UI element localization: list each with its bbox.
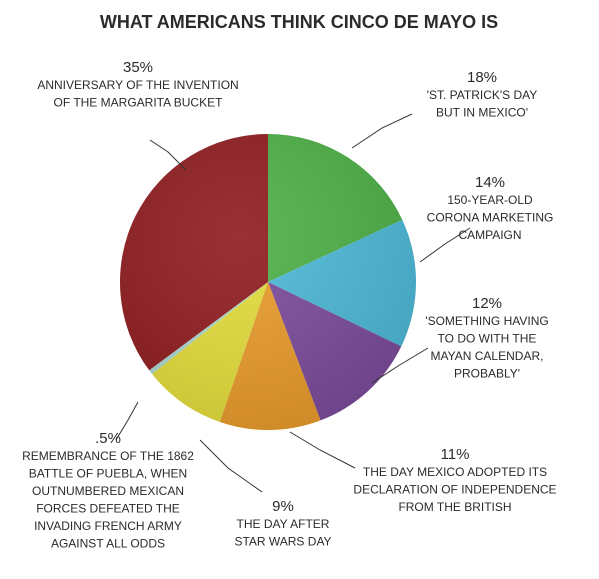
leader-line: [199, 439, 263, 493]
slice-description-line: OF THE MARGARITA BUCKET: [54, 96, 224, 110]
slice-description-line: MAYAN CALENDAR,: [431, 349, 544, 363]
pie-slices: [119, 134, 416, 430]
slice-description-line: PROBABLY': [454, 367, 520, 381]
slice-description-line: FORCES DEFEATED THE: [36, 502, 180, 516]
slice-description-line: REMEMBRANCE OF THE 1862: [22, 449, 194, 463]
slice-description-line: ANNIVERSARY OF THE INVENTION: [37, 78, 238, 92]
leader-line: [149, 139, 187, 171]
slice-percent-label: 18%: [467, 69, 497, 86]
slice-description-line: FROM THE BRITISH: [398, 500, 511, 514]
chart-title: WHAT AMERICANS THINK CINCO DE MAYO IS: [100, 12, 498, 32]
leader-line: [115, 401, 139, 441]
leader-line: [351, 113, 413, 149]
slice-percent-label: 35%: [123, 59, 153, 76]
slice-description-line: STAR WARS DAY: [234, 535, 331, 549]
slice-labels: 18% 'ST. PATRICK'S DAY BUT IN MEXICO' 14% 15…: [22, 59, 556, 551]
slice-description-line: THE DAY AFTER: [237, 517, 330, 531]
slice-description-line: 'ST. PATRICK'S DAY: [427, 88, 538, 102]
slice-description-line: AGAINST ALL ODDS: [51, 537, 165, 551]
slice-percent-label: 11%: [441, 446, 470, 463]
leader-line: [419, 227, 471, 263]
slice-percent-label: 12%: [472, 295, 502, 312]
slice-description-line: CAMPAIGN: [458, 228, 521, 242]
slice-description-label: 'SOMETHING HAVING TO DO WITH THE MAYAN CAL…: [425, 314, 548, 381]
slice-description-label: ANNIVERSARY OF THE INVENTION OF THE MARGA…: [37, 78, 238, 110]
slice-description-label: THE DAY AFTER STAR WARS DAY: [234, 517, 331, 549]
slice-description-label: 150-YEAR-OLD CORONA MARKETING CAMPAIGN: [427, 193, 554, 242]
slice-description-line: 150-YEAR-OLD: [447, 193, 533, 207]
slice-percent-label: 14%: [475, 174, 505, 191]
slice-description-line: INVADING FRENCH ARMY: [34, 519, 182, 533]
slice-description-line: BATTLE OF PUEBLA, WHEN: [29, 467, 187, 481]
leader-line: [289, 431, 356, 469]
slice-description-line: BUT IN MEXICO': [436, 106, 528, 120]
slice-description-label: THE DAY MEXICO ADOPTED ITS DECLARATION OF…: [353, 465, 556, 514]
slice-description-line: 'SOMETHING HAVING: [425, 314, 548, 328]
slice-percent-label: 9%: [272, 498, 294, 515]
slice-description-label: 'ST. PATRICK'S DAY BUT IN MEXICO': [427, 88, 538, 120]
leader-line: [371, 347, 429, 384]
slice-description-line: OUTNUMBERED MEXICAN: [32, 484, 184, 498]
slice-description-line: DECLARATION OF INDEPENDENCE: [353, 483, 556, 497]
slice-description-line: TO DO WITH THE: [438, 332, 537, 346]
pie-shading: [120, 134, 416, 430]
slice-percent-label: .5%: [95, 430, 121, 447]
slice-description-line: CORONA MARKETING: [427, 211, 554, 225]
leader-lines: [115, 113, 471, 493]
slice-description-line: THE DAY MEXICO ADOPTED ITS: [363, 465, 547, 479]
slice-description-label: REMEMBRANCE OF THE 1862 BATTLE OF PUEBLA,…: [22, 449, 194, 551]
